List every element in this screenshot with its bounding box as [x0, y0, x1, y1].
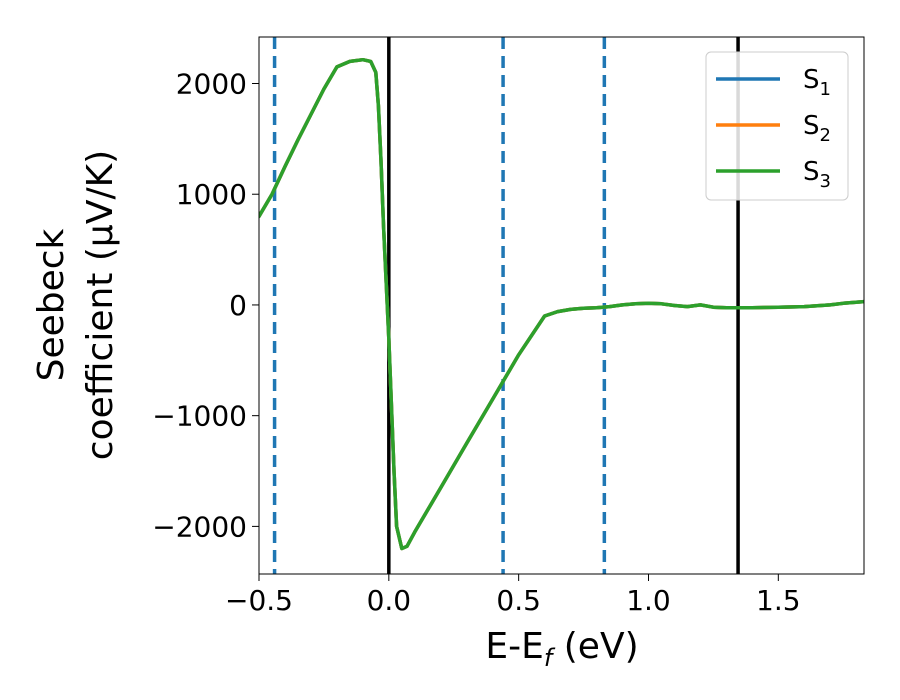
- legend-label: S1: [803, 65, 831, 100]
- y-tick-label: −2000: [152, 510, 247, 543]
- y-axis-label: Seebeck coefficient (μV/K): [31, 150, 121, 460]
- x-tick-label: −0.5: [225, 584, 293, 617]
- legend-label: S3: [803, 157, 831, 192]
- x-axis-ticks: −0.5 0.0 0.5 1.0 1.5: [225, 574, 801, 617]
- y-tick-label: 0: [229, 289, 247, 322]
- x-tick-label: 0.0: [367, 584, 412, 617]
- x-tick-label: 1.5: [756, 584, 801, 617]
- x-tick-label: 1.0: [626, 584, 671, 617]
- series-line-s3: [259, 57, 864, 551]
- x-tick-label: 0.5: [496, 584, 541, 617]
- y-axis-label-line1: Seebeck: [31, 228, 72, 381]
- x-axis-label: E-Ef (eV): [485, 626, 638, 672]
- y-axis-label-line2: coefficient (μV/K): [80, 150, 121, 460]
- y-axis-ticks: −2000 −1000 0 1000 2000: [152, 68, 259, 543]
- legend-label: S2: [803, 111, 831, 146]
- y-tick-label: −1000: [152, 400, 247, 433]
- plot-area-frame: [258, 36, 865, 575]
- y-tick-label: 2000: [176, 68, 247, 101]
- series-lines: [259, 57, 864, 551]
- y-tick-label: 1000: [176, 178, 247, 211]
- legend: S1 S2 S3: [705, 51, 849, 201]
